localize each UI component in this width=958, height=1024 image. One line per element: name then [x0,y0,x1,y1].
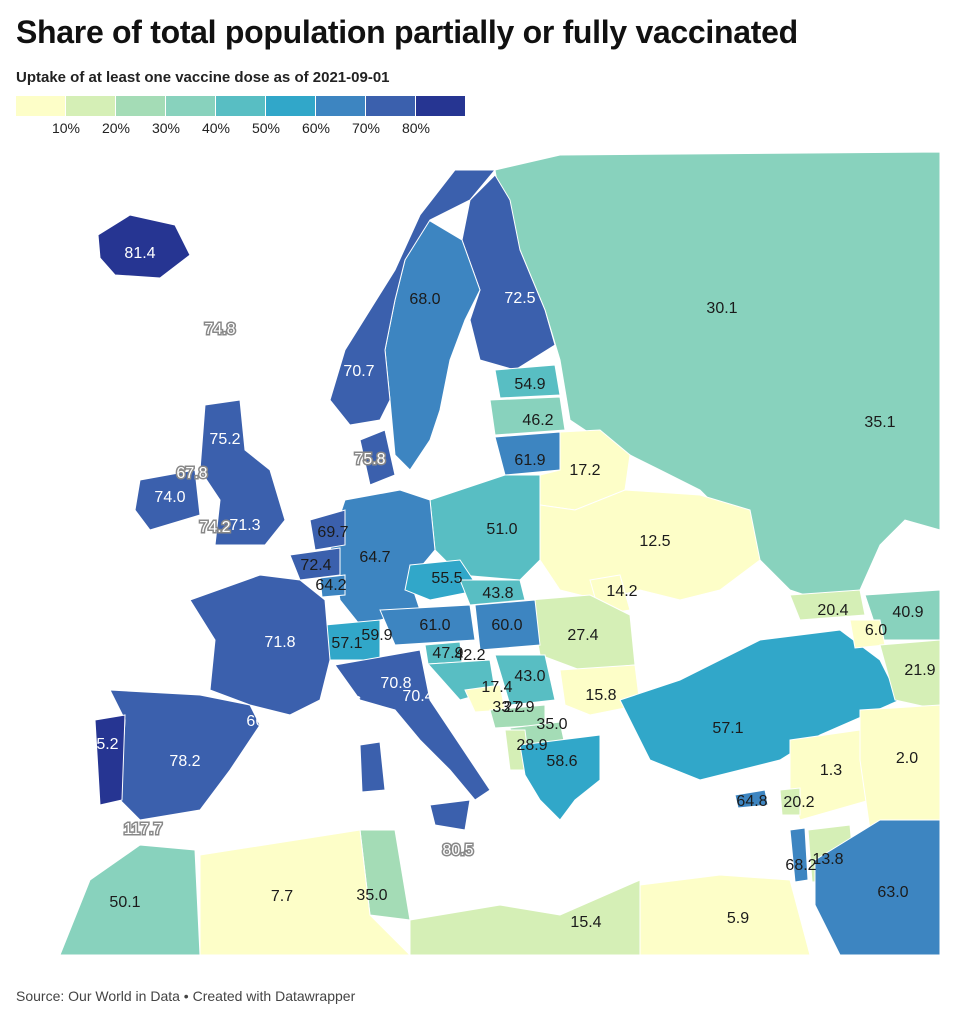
legend-swatch [66,96,116,116]
region-egypt [639,874,811,956]
region-poland [429,474,541,581]
legend-color-bar [16,96,466,116]
legend-tick: 80% [401,120,431,136]
legend-swatch [16,96,66,116]
region-cyprus [734,789,769,809]
region-austria [379,604,476,646]
region-switzerland [324,619,381,661]
region-iraq [859,704,941,831]
region-saudi-arabia [814,819,941,956]
region-bulgaria [559,664,641,716]
region-slovenia [424,641,463,665]
legend-swatch [266,96,316,116]
region-italy [334,649,491,801]
legend-swatch [316,96,366,116]
region-libya [409,879,641,956]
region-bosnia [464,684,506,713]
source-note: Source: Our World in Data • Created with… [16,988,356,1004]
region-norway [329,169,497,426]
region-algeria [199,829,412,956]
region-france [189,574,331,716]
region-slovakia [459,579,526,606]
color-legend: 10% 20% 30% 40% 50% 60% 70% 80% [16,96,472,136]
legend-tick: 30% [151,120,181,136]
legend-swatch [416,96,466,116]
region-belgium [289,547,341,581]
region-germany [329,489,436,626]
region-greece [519,734,601,821]
region-portugal [94,714,126,806]
legend-tick: 60% [301,120,331,136]
region-lebanon [779,787,801,816]
region-iceland [97,214,191,279]
legend-tick: 40% [201,120,231,136]
region-spain [109,689,261,821]
region-lithuania [494,431,561,476]
region-luxembourg [319,574,346,598]
region-uk [199,399,286,546]
region-georgia [789,589,866,621]
region-israel [789,827,809,883]
legend-tick: 20% [101,120,131,136]
region-czechia [404,559,481,601]
legend-swatch [216,96,266,116]
legend-tick: 10% [51,120,81,136]
region-netherlands [309,509,346,551]
europe-choropleth-map [59,151,941,956]
region-sardinia [359,741,386,793]
chart-title: Share of total population partially or f… [16,14,798,50]
legend-swatch [166,96,216,116]
region-ireland [134,469,201,531]
legend-tick: 70% [351,120,381,136]
legend-swatch [366,96,416,116]
legend-tick: 50% [251,120,281,136]
chart-subtitle: Uptake of at least one vaccine dose as o… [16,69,390,86]
region-morocco [59,844,201,956]
region-ukraine [539,489,761,601]
region-armenia [849,619,886,649]
region-hungary [474,599,541,651]
region-latvia [489,396,566,436]
region-estonia [494,364,561,399]
region-sweden [384,214,481,471]
region-serbia [494,654,556,706]
legend-swatch [116,96,166,116]
region-denmark [359,429,396,486]
region-sicily [429,799,471,831]
region-syria [789,729,871,821]
